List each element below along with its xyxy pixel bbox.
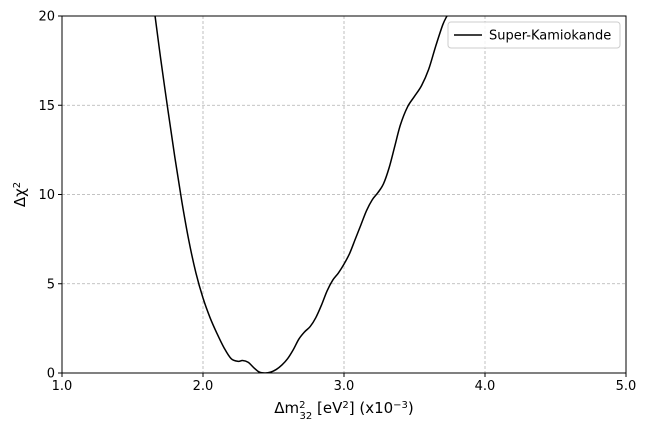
y-axis-title: Δχ2 <box>11 182 29 207</box>
x-tick-label: 4.0 <box>475 379 496 394</box>
series-line-super-kamiokande <box>154 16 448 373</box>
legend-box <box>447 21 621 49</box>
legend-label-super-kamiokande: Super-Kamiokande <box>489 29 611 44</box>
y-tick-label: 15 <box>38 99 55 114</box>
legend: Super-Kamiokande <box>447 21 621 49</box>
curve-layer <box>154 16 448 373</box>
y-tick-label: 0 <box>47 367 55 382</box>
y-tick-label: 5 <box>47 277 55 292</box>
axis-ticks: 1.0 2.0 3.0 4.0 5.0 0 5 10 15 20 <box>38 10 636 395</box>
x-tick-label: 1.0 <box>52 379 73 394</box>
x-tick-label: 2.0 <box>193 379 214 394</box>
y-tick-label: 10 <box>38 188 55 203</box>
x-tick-label: 5.0 <box>616 379 637 394</box>
y-tick-label: 20 <box>38 10 55 25</box>
grid-lines <box>62 16 626 373</box>
x-axis-title: Δm2 32 [eV2] (x10−3) <box>274 399 414 422</box>
x-tick-label: 3.0 <box>334 379 355 394</box>
